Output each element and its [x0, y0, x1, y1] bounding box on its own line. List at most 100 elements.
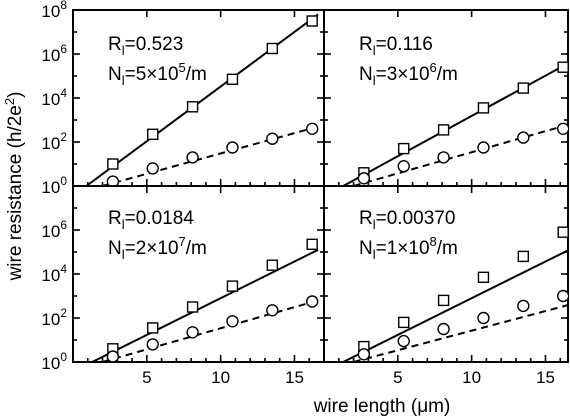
annotation-r-value: =0.116	[376, 34, 433, 55]
y-tick-label-base: 10	[41, 222, 60, 241]
circle-marker	[477, 141, 490, 154]
circle-marker	[146, 338, 159, 351]
annotation-r-subscript: l	[122, 43, 125, 58]
x-tick-label: 5	[393, 368, 402, 387]
square-marker	[147, 128, 159, 141]
annotation-r-symbol: R	[359, 34, 373, 55]
circle-marker	[266, 132, 279, 145]
y-tick-label-exp: 0	[60, 174, 67, 188]
y-tick-label: 106	[41, 218, 67, 241]
annotation-r: Rl=0.0184	[108, 208, 194, 232]
square-marker	[477, 102, 490, 114]
y-tick-label-base: 10	[41, 90, 60, 109]
x-tick-label: 15	[536, 368, 555, 387]
y-tick-label-exp: 0	[60, 350, 67, 364]
x-axis-label-mu: μ	[417, 396, 428, 417]
panel-data	[342, 226, 568, 362]
y-tick-label: 104	[41, 86, 67, 109]
circle-marker	[266, 304, 279, 317]
annotation-n-symbol: N	[108, 64, 122, 85]
x-tick-label: 15	[285, 368, 304, 387]
square-marker	[107, 158, 119, 170]
y-tick-label-exp: 8	[60, 0, 67, 12]
circle-marker	[437, 151, 450, 164]
square-marker	[226, 280, 239, 292]
y-tick-label: 100	[41, 350, 67, 373]
annotation-r: Rl=0.00370	[359, 208, 455, 232]
y-tick-label: 106	[41, 42, 67, 65]
circle-marker	[397, 334, 410, 348]
annotation-n-value: =3×10	[376, 64, 430, 85]
x-tick-label: 10	[211, 368, 230, 387]
y-tick-label-base: 10	[41, 2, 60, 21]
fit-line-dashed	[353, 123, 568, 186]
annotation-n-exponent: 5	[179, 60, 186, 75]
fit-line-dashed	[102, 299, 319, 362]
fit-line-solid	[91, 248, 319, 362]
square-marker	[266, 259, 279, 271]
panel-data	[85, 13, 319, 186]
x-axis-label-text: wire length (	[313, 396, 418, 417]
circle-marker	[437, 322, 450, 336]
square-marker	[306, 15, 318, 27]
annotation-n-value: =2×10	[125, 238, 179, 259]
y-tick-label-base: 10	[41, 310, 60, 329]
annotation-n-value: =1×10	[376, 238, 430, 259]
circle-marker	[106, 350, 120, 362]
x-tick-label: 5	[142, 368, 151, 387]
y-tick-label-exp: 2	[60, 306, 67, 320]
annotation-n-value: =5×10	[125, 64, 179, 85]
panels-group: 100102104106108Rl=0.523Nl=5×105/mRl=0.11…	[41, 0, 569, 387]
annotation-n-unit: /m	[437, 238, 458, 259]
square-marker	[557, 226, 568, 238]
circle-marker	[357, 172, 371, 185]
annotation-n-unit: /m	[186, 64, 207, 85]
square-marker	[306, 238, 318, 251]
annotation-r: Rl=0.523	[108, 34, 183, 58]
y-tick-label-base: 10	[41, 354, 60, 373]
annotation-r-symbol: R	[108, 34, 122, 55]
y-axis-label-sup: 2	[2, 98, 17, 105]
square-marker	[226, 73, 239, 86]
fit-line-dashed	[102, 125, 319, 186]
annotation-n-symbol: N	[359, 238, 373, 259]
y-tick-label-base: 10	[41, 46, 60, 65]
y-tick-label: 100	[41, 174, 67, 197]
x-tick-label: 10	[462, 368, 481, 387]
panel-data	[342, 61, 568, 186]
annotation-r-symbol: R	[108, 208, 122, 229]
y-tick-label-exp: 4	[60, 262, 67, 276]
circle-marker	[556, 122, 568, 135]
square-marker	[477, 271, 490, 283]
annotation-n-symbol: N	[108, 238, 122, 259]
square-marker	[398, 316, 410, 329]
y-tick-label-exp: 4	[60, 86, 67, 100]
y-tick-label-base: 10	[41, 178, 60, 197]
y-axis-label: wire resistance (h/2e2)	[2, 92, 26, 282]
square-marker	[398, 142, 410, 155]
annotation-r-value: =0.523	[125, 34, 184, 55]
annotation-r-value: =0.0184	[125, 208, 195, 229]
circle-marker	[186, 151, 199, 164]
panel-data	[91, 238, 319, 362]
annotation-n-subscript: l	[122, 73, 125, 88]
annotation-n: Nl=5×105/m	[108, 60, 207, 88]
square-marker	[437, 124, 450, 136]
y-tick-label: 108	[41, 0, 67, 21]
annotation-n-unit: /m	[437, 64, 458, 85]
y-tick-label-base: 10	[41, 134, 60, 153]
annotation-r-subscript: l	[122, 217, 125, 232]
y-tick-label-base: 10	[41, 266, 60, 285]
annotation-n-unit: /m	[186, 238, 207, 259]
y-axis-label-text: wire resistance (h/2e	[5, 105, 26, 281]
y-axis-label-close: )	[5, 92, 26, 98]
square-marker	[437, 294, 450, 307]
y-tick-label-exp: 6	[60, 42, 67, 56]
x-axis-label-unit: m)	[428, 396, 450, 417]
fit-line-solid	[342, 249, 568, 362]
